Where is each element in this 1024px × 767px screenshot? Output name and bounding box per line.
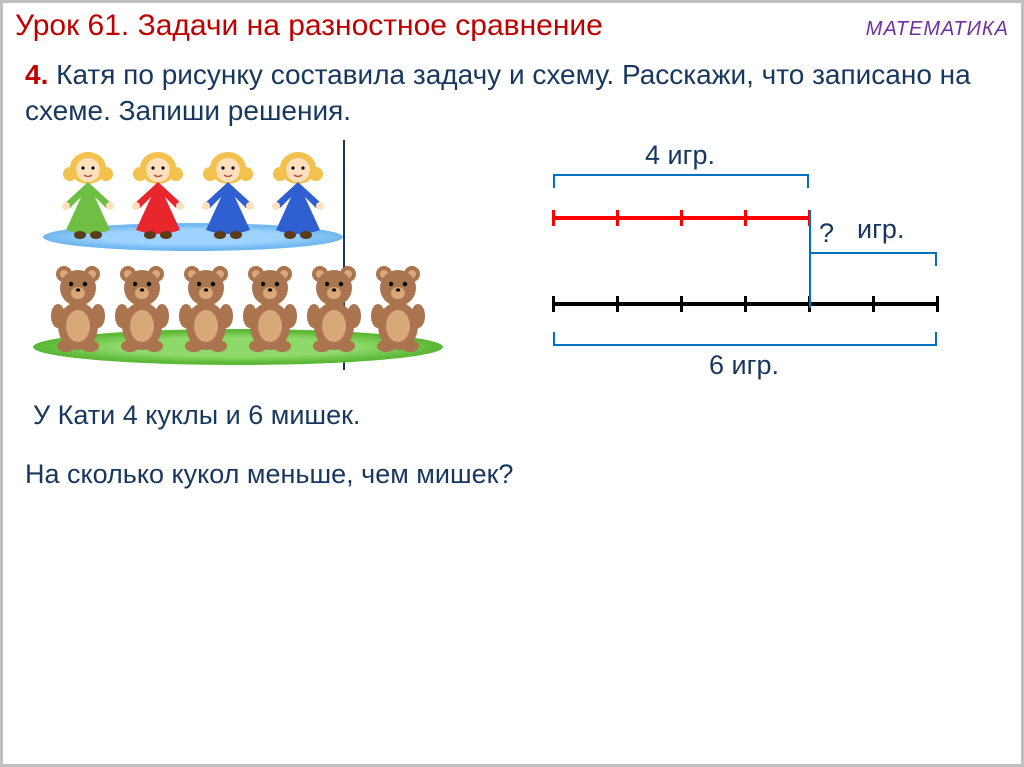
bear xyxy=(112,260,172,357)
diagram-top-bracket xyxy=(553,174,809,176)
question-text: На сколько кукол меньше, чем мишек? xyxy=(3,437,1021,496)
diagram-black-tick xyxy=(872,296,875,312)
task-body: Катя по рисунку составила задачу и схему… xyxy=(25,59,971,126)
bear xyxy=(48,260,108,357)
diagram-bottom-bracket xyxy=(553,344,937,346)
diagram-red-tick xyxy=(616,210,619,226)
diagram-top-bracket-r xyxy=(807,174,809,188)
diagram-top-label: 4 игр. xyxy=(645,140,715,171)
doll-icon xyxy=(266,148,330,240)
bear-icon xyxy=(48,260,108,352)
bear-icon xyxy=(304,260,364,352)
dolls-shelf xyxy=(43,148,343,245)
bear xyxy=(176,260,236,357)
statement-text: У Кати 4 куклы и 6 мишек. xyxy=(3,380,1021,437)
task-text: 4. Катя по рисунку составила задачу и сх… xyxy=(3,47,1021,136)
task-number: 4. xyxy=(25,59,48,90)
diagram-black-tick xyxy=(744,296,747,312)
lesson-title: Урок 61. Задачи на разностное сравнение xyxy=(15,9,866,43)
diagram-bottom-label: 6 игр. xyxy=(709,350,779,381)
bear-icon xyxy=(176,260,236,352)
diagram-red-tick xyxy=(680,210,683,226)
bear xyxy=(304,260,364,357)
doll xyxy=(126,148,190,245)
diagram-bottom-bracket-r xyxy=(935,332,937,346)
diagram-mid-bracket-r xyxy=(935,252,937,266)
diagram-mid-unit: игр. xyxy=(857,214,904,245)
doll-icon xyxy=(56,148,120,240)
bear-icon xyxy=(368,260,428,352)
doll-icon xyxy=(126,148,190,240)
bear xyxy=(240,260,300,357)
doll xyxy=(266,148,330,245)
bears-shelf xyxy=(33,260,443,357)
diagram-black-tick xyxy=(680,296,683,312)
doll xyxy=(56,148,120,245)
comparison-diagram: 4 игр. ? игр. 6 игр. xyxy=(473,140,1001,380)
diagram-align-line xyxy=(809,210,811,308)
diagram-top-bracket-l xyxy=(553,174,555,188)
subject-label: МАТЕМАТИКА xyxy=(866,18,1009,41)
bear xyxy=(368,260,428,357)
diagram-red-tick xyxy=(552,210,555,226)
diagram-red-tick xyxy=(744,210,747,226)
illustration xyxy=(33,140,473,380)
bear-icon xyxy=(240,260,300,352)
diagram-question-mark: ? xyxy=(819,218,834,249)
diagram-black-tick xyxy=(552,296,555,312)
doll xyxy=(196,148,260,245)
bear-icon xyxy=(112,260,172,352)
diagram-bottom-bracket-l xyxy=(553,332,555,346)
diagram-black-tick xyxy=(616,296,619,312)
diagram-mid-bracket xyxy=(809,252,937,254)
doll-icon xyxy=(196,148,260,240)
diagram-black-tick xyxy=(936,296,939,312)
